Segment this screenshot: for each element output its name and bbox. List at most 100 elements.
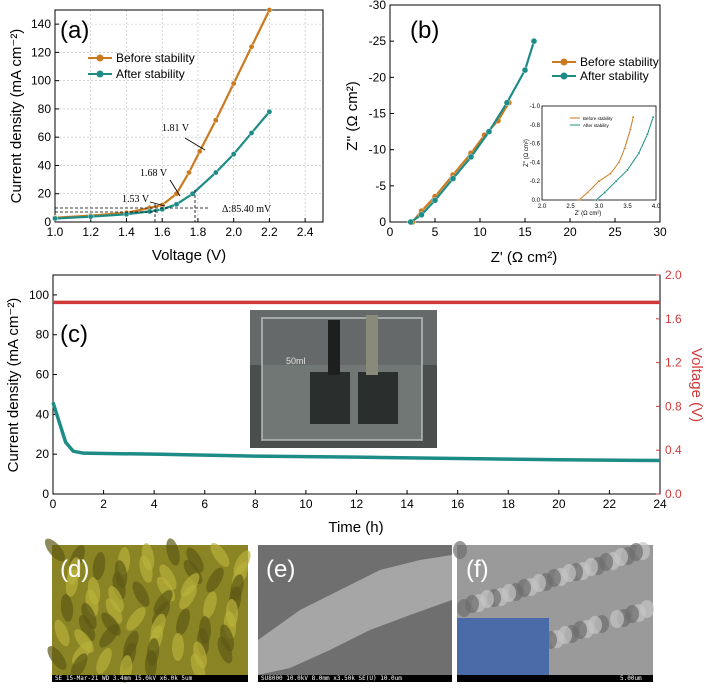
sem-particle (220, 624, 234, 652)
data-point-after (173, 201, 180, 208)
beaker-marking: 50ml (286, 356, 306, 366)
y-tick-label: 140 (31, 17, 51, 31)
sem-particle (625, 605, 639, 623)
arrow-181 (184, 137, 206, 151)
axis-ticks: 0 2 4 6 8 10 12 14 16 18 20 22 240204060801000.00.40… (29, 268, 682, 511)
y-tick-label: 60 (36, 368, 50, 382)
x-tick-label: 25 (608, 225, 622, 239)
sem-particle (146, 638, 160, 666)
photo-upper (250, 310, 437, 365)
data-point-before (266, 7, 273, 13)
series-group (407, 37, 538, 226)
y-tick-label: 40 (38, 158, 52, 172)
legend-label-after: After stability (116, 67, 185, 81)
sem-particle (532, 574, 546, 592)
sem-particle (225, 599, 239, 627)
legend-marker-before (96, 54, 104, 62)
sem-inset-image (457, 618, 549, 682)
beaker-outline (261, 317, 423, 441)
sem-particle (176, 608, 190, 636)
y-tick-label: 0 (44, 215, 51, 229)
data-point-inset-before (623, 146, 627, 150)
sem-particle (153, 590, 173, 614)
sem-particle (78, 615, 96, 641)
x-tick-label: 10 (473, 225, 487, 239)
data-point-inset-after (594, 198, 598, 202)
inset-legend-label-after: After stability (583, 123, 610, 128)
y-tick-label: -5 (375, 179, 386, 193)
x-tick-label: 0 (387, 225, 394, 239)
data-point-after (485, 128, 493, 135)
legend-marker-after (560, 72, 568, 80)
panel-label-d: (d) (60, 556, 89, 583)
y2-tick-label: 0.8 (665, 399, 682, 413)
sem-particle (203, 591, 217, 619)
sem-particle (199, 616, 211, 644)
sem-particle (210, 543, 230, 567)
x-tick-label: 5 (432, 225, 439, 239)
series-group (51, 300, 661, 463)
sem-particle (150, 613, 166, 641)
y-tick-label: 0 (379, 215, 386, 229)
y-tick-label: 40 (36, 407, 50, 421)
electrolyzer-photo: 50ml (250, 310, 437, 448)
sem-particle (206, 567, 224, 593)
sem-particle (81, 602, 97, 630)
sem-particle (588, 616, 602, 634)
series-line-after (410, 40, 536, 223)
legend-marker-after (96, 70, 104, 78)
data-point-inset-before (597, 179, 601, 183)
x-tick-label: 24 (653, 497, 667, 511)
sem-particle (584, 558, 598, 576)
y-axis-label: Current density (mA cm⁻²) (5, 298, 22, 473)
data-point-after (159, 206, 165, 213)
x-tick-label: 14 (400, 497, 414, 511)
sem-particle (233, 550, 251, 576)
data-point-inset-before (586, 191, 589, 194)
sem-texture (44, 538, 251, 683)
data-point-inset-before (609, 172, 612, 176)
x-tick-label: 20 (552, 497, 566, 511)
data-point-after (266, 108, 273, 115)
sem-particle (573, 621, 587, 639)
sem-particle (217, 636, 233, 664)
inset-frame (541, 105, 657, 201)
y-tick-label: -15 (369, 107, 387, 121)
series-line-current (51, 401, 661, 463)
panel-e: SU8000 10.0kV 8.0mm x3.50k SE(U) 10.0um … (258, 545, 452, 682)
sem-particle (562, 564, 576, 582)
axis-ticks: 1.0 1.2 1.4 1.6 1.8 2.0 2.2 2.4 0 20 40 60 80 100 120 1… (31, 17, 314, 239)
sem-particle (126, 607, 146, 631)
x-tick-label: 2.4 (297, 225, 314, 239)
y2-tick-label: 0.0 (665, 487, 682, 501)
x-tick-label: 18 (502, 497, 516, 511)
sem-info-bar (52, 675, 248, 682)
x-tick-label: 30 (653, 225, 667, 239)
legend: Before stability After stability (552, 55, 659, 83)
inset-x-tick-label: 3.0 (595, 204, 604, 210)
sem-particle (67, 557, 81, 585)
y-tick-label: 80 (36, 328, 50, 342)
panel-label-e: (e) (266, 556, 295, 583)
x-tick-label: 8 (252, 497, 259, 511)
data-point-inset-after (651, 115, 655, 119)
x-tick-label: 6 (201, 497, 208, 511)
annotation-181: 1.81 V (162, 123, 190, 134)
sem-footer-e: SU8000 10.0kV 8.0mm x3.50k SE(U) 10.0um (261, 675, 402, 682)
data-point-after (530, 37, 538, 45)
data-point-inset-before (628, 128, 632, 131)
x-tick-label: 1.2 (82, 225, 99, 239)
axis-ticks: 0 5 10 15 20 25 30 0 -5 -10 -15 -20 -25 -30 (369, 0, 667, 239)
data-point-after (521, 66, 529, 74)
data-point-inset-before (617, 160, 621, 164)
sem-particle (517, 579, 531, 597)
x-tick-label: 20 (563, 225, 577, 239)
data-point-after (248, 130, 255, 136)
sem-particle (108, 585, 124, 613)
series-group (52, 7, 273, 222)
electrode-right (358, 372, 398, 424)
sem-particle (96, 647, 112, 675)
inset-y-label: Z'' (Ω cm²) (524, 139, 530, 167)
y-tick-label: 0 (42, 487, 49, 501)
